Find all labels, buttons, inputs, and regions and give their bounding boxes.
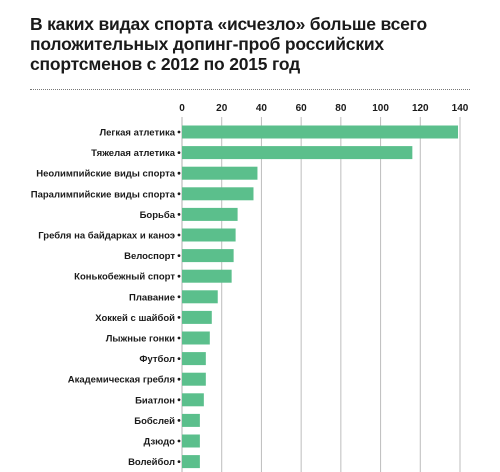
bar — [182, 455, 200, 469]
bar — [182, 372, 206, 386]
bar — [182, 146, 413, 160]
category-label: Хоккей с шайбой — [95, 313, 175, 324]
bar — [182, 249, 234, 263]
category-marker — [177, 233, 181, 237]
x-tick-label: 0 — [179, 103, 185, 114]
category-label: Академическая гребля — [68, 375, 175, 386]
category-marker — [177, 460, 181, 463]
category-marker — [177, 316, 181, 319]
x-tick-label: 120 — [412, 103, 429, 114]
category-labels: Легкая атлетика Тяжелая атлетика Неолимпий… — [31, 128, 181, 468]
chart-title: В каких видах спорта «исчезло» больше вс… — [30, 14, 428, 74]
x-tick-label: 60 — [296, 103, 308, 114]
category-marker — [177, 357, 181, 360]
bar — [182, 331, 210, 345]
bars — [182, 125, 459, 469]
bar — [182, 228, 236, 242]
category-marker — [177, 295, 181, 299]
x-tick-label: 20 — [216, 103, 228, 114]
bar — [182, 187, 254, 201]
category-label: Гребля на байдарках и каноэ — [38, 231, 175, 242]
category-label: Лыжные гонки — [106, 334, 175, 345]
category-label: Дзюдо — [143, 437, 175, 448]
category-marker — [177, 377, 181, 381]
category-label: Бобслей — [134, 416, 175, 427]
bar — [182, 166, 258, 180]
category-label: Конькобежный спорт — [74, 272, 175, 283]
bar — [182, 310, 212, 324]
category-marker — [177, 130, 181, 134]
category-label: Тяжелая атлетика — [91, 148, 176, 159]
category-marker — [177, 192, 181, 196]
title-divider — [30, 89, 470, 90]
category-label: Легкая атлетика — [99, 128, 175, 139]
category-marker — [177, 254, 181, 257]
bar — [182, 269, 232, 283]
category-label: Футбол — [139, 354, 175, 365]
x-tick-label: 40 — [256, 103, 268, 114]
x-tick-label: 80 — [335, 103, 347, 114]
category-marker — [177, 171, 181, 175]
category-marker — [177, 419, 181, 422]
bar — [182, 434, 200, 448]
bar — [182, 413, 200, 427]
category-marker — [177, 213, 181, 216]
category-marker — [177, 274, 181, 278]
bar — [182, 352, 206, 366]
bar — [182, 207, 238, 221]
bar — [182, 125, 459, 139]
category-label: Неолимпийские виды спорта — [36, 169, 175, 180]
bar — [182, 393, 204, 407]
category-label: Борьба — [140, 210, 176, 221]
category-marker — [177, 336, 181, 340]
x-tick-label: 100 — [372, 103, 389, 114]
category-marker — [177, 439, 181, 443]
x-axis-ticks: 0 20 40 60 80 100 120 140 — [179, 103, 469, 114]
category-label: Волейбол — [128, 457, 175, 468]
category-marker — [177, 398, 181, 402]
x-tick-label: 140 — [452, 103, 469, 114]
bar — [182, 290, 218, 304]
category-label: Плавание — [129, 292, 175, 303]
category-marker — [177, 151, 181, 155]
category-label: Велоспорт — [124, 251, 175, 262]
category-label: Паралимпийские виды спорта — [31, 189, 176, 200]
category-label: Биатлон — [135, 395, 175, 406]
